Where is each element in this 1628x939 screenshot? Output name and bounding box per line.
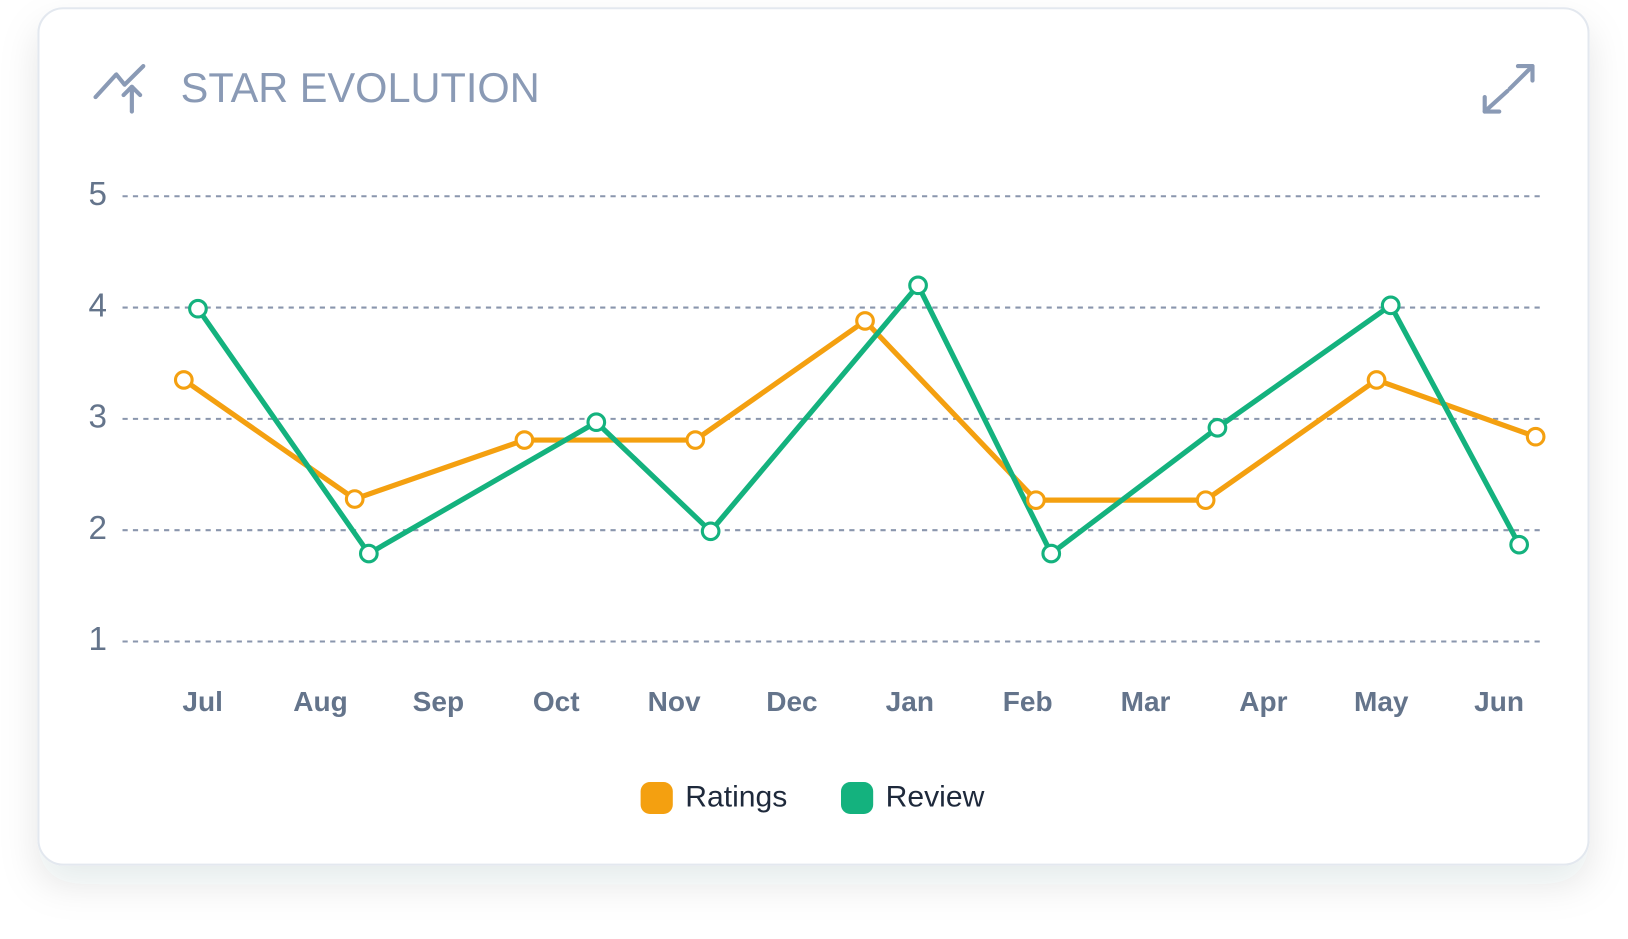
x-tick-label: Dec [766, 686, 817, 717]
legend-label: Ratings [685, 780, 787, 813]
y-tick-label: 5 [88, 176, 106, 213]
legend-swatch [840, 781, 874, 815]
point [1366, 370, 1387, 390]
y-tick-label: 3 [88, 399, 106, 436]
point [1026, 490, 1046, 510]
y-tick-label: 1 [88, 621, 106, 658]
x-tick-label: Jun [1474, 686, 1524, 717]
x-tick-label: Feb [1003, 686, 1053, 717]
x-tick-label: Nov [648, 686, 701, 717]
point [685, 430, 706, 450]
point [1207, 417, 1228, 438]
point [1509, 534, 1530, 555]
x-tick-label: Sep [413, 686, 464, 717]
point [173, 370, 194, 390]
point [700, 521, 721, 542]
point [188, 298, 208, 319]
y-tick-label: 4 [88, 287, 106, 324]
point [344, 489, 365, 509]
legend-swatch [640, 781, 673, 815]
x-tick-label: Mar [1121, 686, 1171, 717]
title-icon [93, 64, 146, 114]
point [586, 412, 607, 433]
point [855, 311, 875, 331]
point [1195, 490, 1216, 510]
chart-title: STAR EVOLUTION [181, 65, 540, 111]
x-tick-label: May [1354, 686, 1409, 717]
x-tick-label: Jul [182, 686, 222, 717]
expand-button[interactable] [1482, 64, 1535, 114]
point [1380, 295, 1401, 316]
x-tick-label: Aug [293, 686, 347, 717]
point [514, 430, 535, 450]
point [908, 275, 928, 296]
legend-label: Review [886, 780, 985, 813]
y-tick-label: 2 [88, 510, 106, 547]
point [1041, 543, 1062, 564]
point [1525, 426, 1546, 447]
x-tick-label: Jan [886, 686, 934, 717]
point [358, 543, 379, 564]
x-tick-label: Apr [1239, 686, 1287, 717]
x-tick-label: Oct [533, 686, 580, 717]
card [37, 7, 1590, 866]
